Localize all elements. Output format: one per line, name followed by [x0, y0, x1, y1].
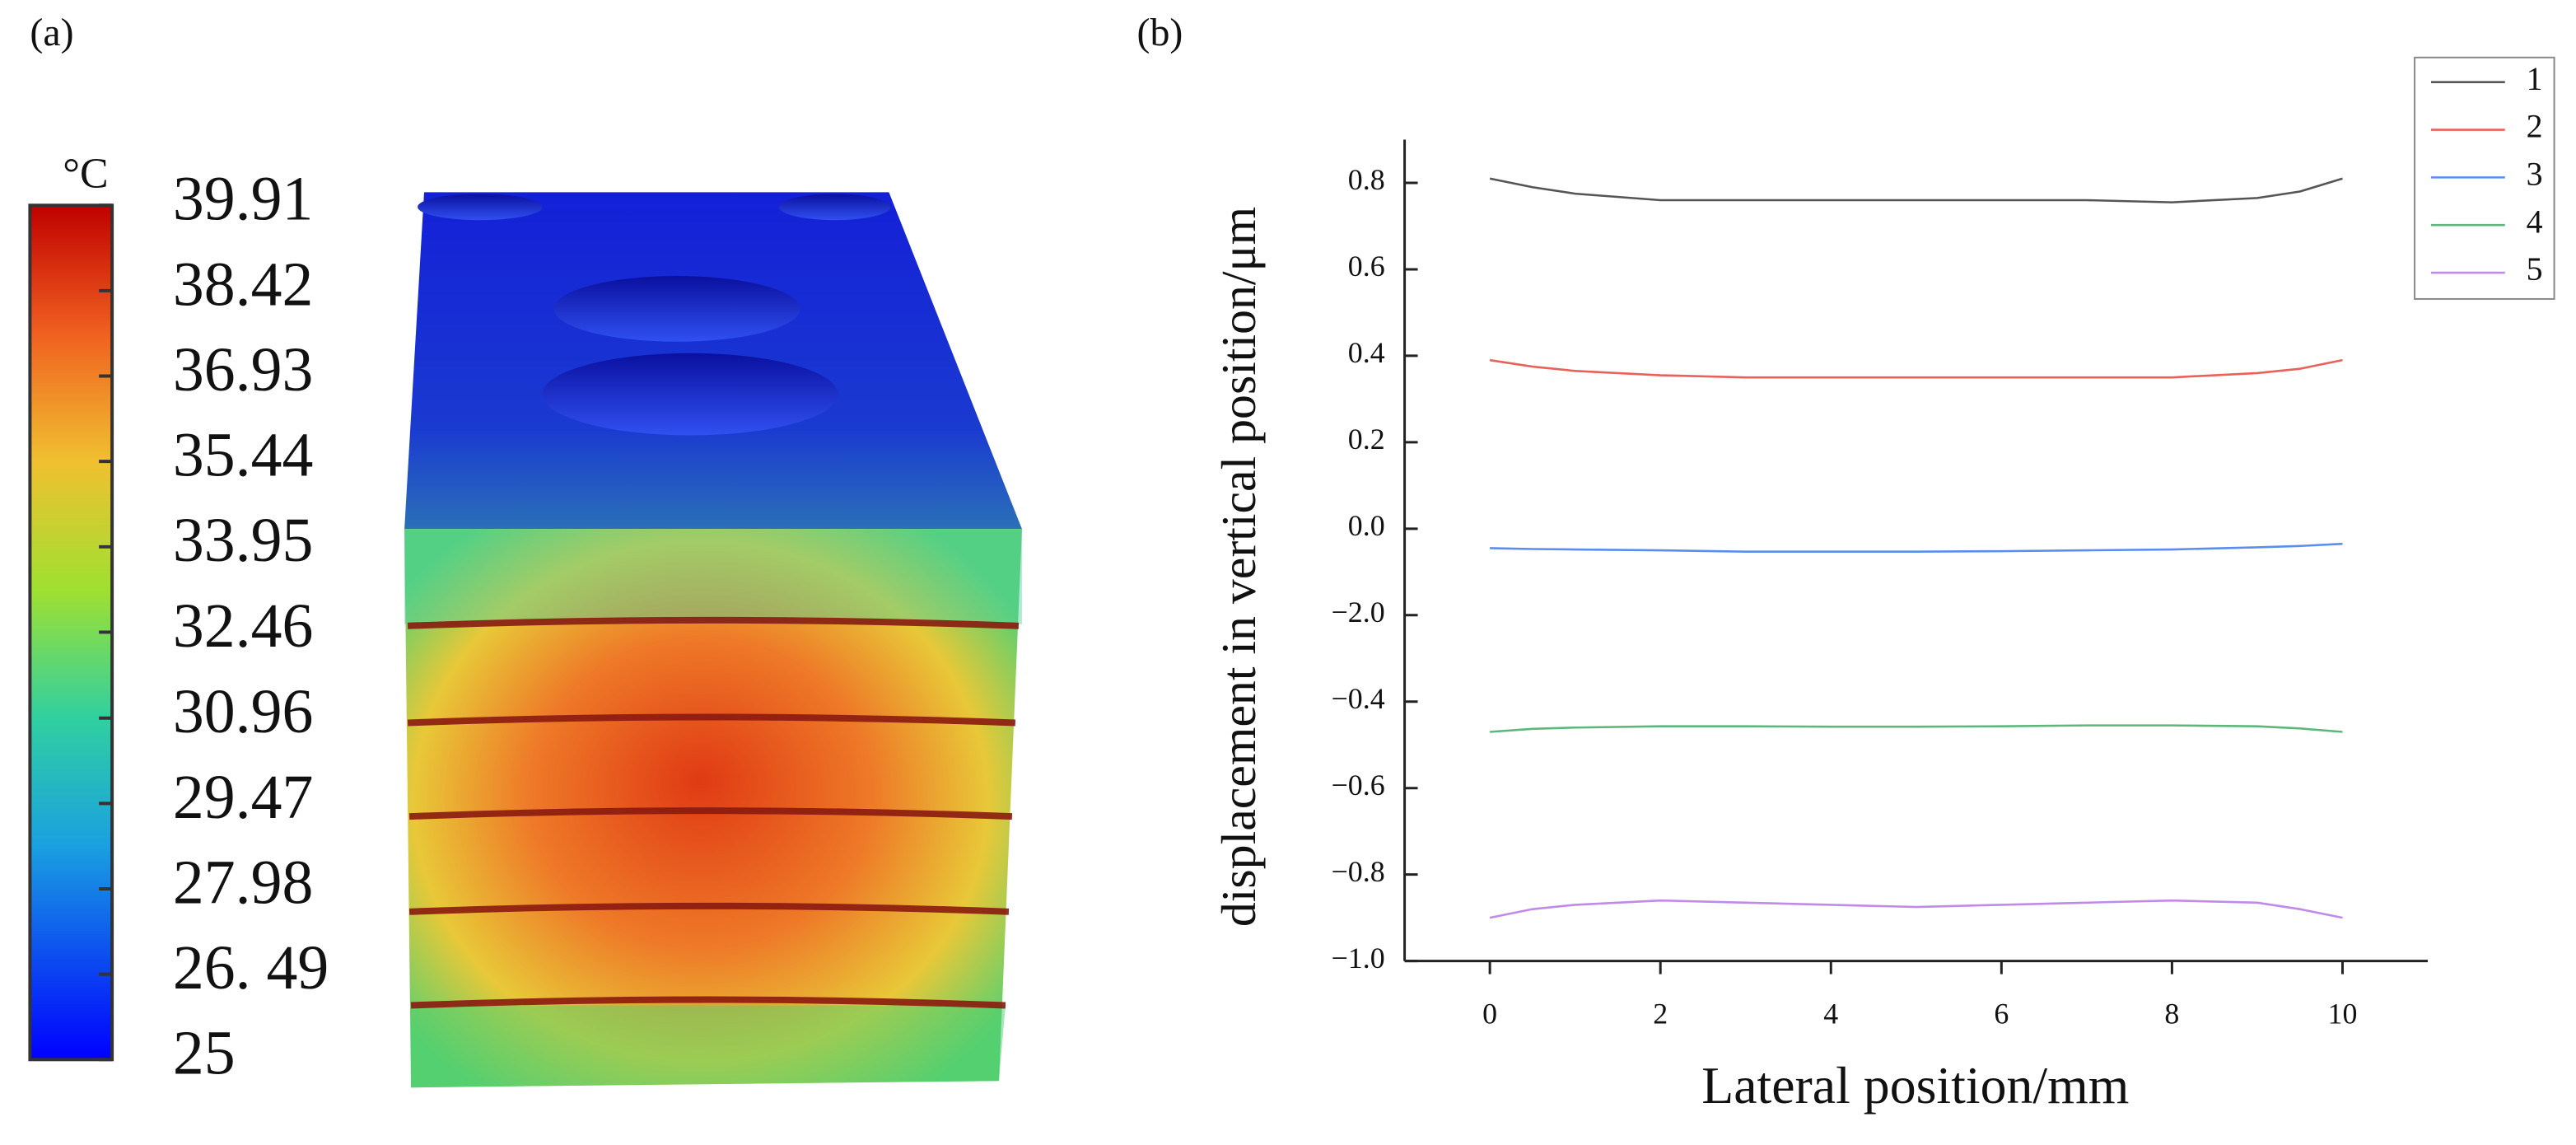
line-series [1489, 177, 2343, 203]
x-tick-label: 6 [1994, 998, 2009, 1030]
colorbar-unit: °C [63, 150, 108, 197]
colorbar-label: 29.47 [173, 763, 313, 832]
y-tick-label: 0.8 [1348, 163, 1385, 196]
legend-label: 1 [2527, 60, 2543, 97]
x-axis-label: Lateral position/mm [1701, 1056, 2129, 1115]
x-tick-label: 10 [2328, 998, 2358, 1030]
panel-label: (a) [30, 11, 73, 54]
x-tick-label: 4 [1823, 998, 1838, 1030]
y-tick-label: −0.6 [1332, 769, 1385, 802]
panel-label: (b) [1137, 11, 1183, 54]
y-tick-label: −2.0 [1332, 596, 1385, 629]
x-tick-label: 2 [1653, 998, 1668, 1030]
y-tick-label: −1.0 [1332, 942, 1385, 974]
line-series [1489, 899, 2343, 919]
thermal-block [404, 192, 1022, 1088]
line-series [1490, 542, 2343, 553]
legend-label: 4 [2527, 203, 2543, 240]
y-tick-label: 0.6 [1348, 250, 1385, 283]
x-tick-label: 8 [2164, 998, 2179, 1030]
colorbar-label: 39.91 [173, 165, 313, 234]
colorbar-label: 32.46 [173, 591, 313, 661]
y-tick-label: 0.0 [1348, 509, 1385, 542]
colorbar [28, 203, 114, 1062]
y-tick-label: −0.4 [1332, 682, 1385, 715]
y-tick-label: −0.8 [1332, 855, 1385, 888]
y-axis-label: displacement in vertical position/μm [1211, 207, 1266, 927]
x-tick-label: 0 [1482, 998, 1497, 1030]
colorbar-label: 35.44 [173, 421, 313, 490]
y-tick-label: 0.2 [1348, 423, 1385, 456]
colorbar-label: 27.98 [173, 848, 313, 917]
y-tick-label: 0.4 [1348, 336, 1385, 369]
line-series [1490, 724, 2343, 733]
colorbar-label: 38.42 [173, 250, 313, 319]
colorbar-label: 25 [173, 1019, 236, 1088]
colorbar-label: 30.96 [173, 677, 313, 746]
colorbar-label: 26. 49 [173, 933, 329, 1002]
colorbar-label: 36.93 [173, 335, 313, 404]
line-series [1489, 358, 2343, 379]
colorbar-label: 33.95 [173, 506, 313, 575]
legend-label: 5 [2527, 250, 2543, 287]
legend-label: 3 [2527, 156, 2543, 193]
legend-label: 2 [2527, 108, 2543, 145]
